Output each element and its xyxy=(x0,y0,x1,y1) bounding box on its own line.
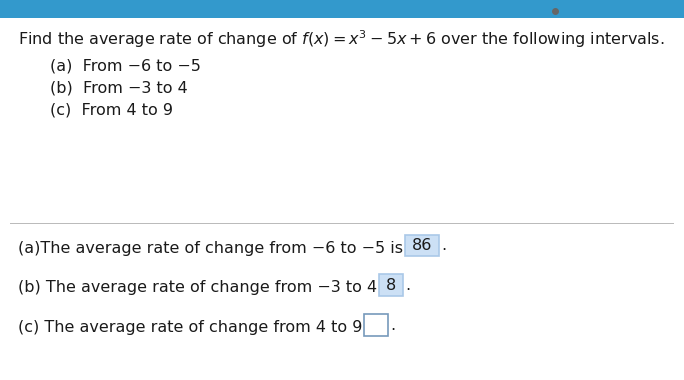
Text: (c)  From 4 to 9: (c) From 4 to 9 xyxy=(50,102,173,117)
FancyBboxPatch shape xyxy=(379,274,403,296)
Text: .: . xyxy=(390,318,395,333)
Text: 86: 86 xyxy=(412,238,432,253)
Text: (c) The average rate of change from 4 to 9 is: (c) The average rate of change from 4 to… xyxy=(18,320,380,335)
Text: (b)  From −3 to 4: (b) From −3 to 4 xyxy=(50,80,187,95)
Text: Find the average rate of change of $f(x) = x^3 - 5x + 6$ over the following inte: Find the average rate of change of $f(x)… xyxy=(18,28,665,50)
Text: (b) The average rate of change from −3 to 4 is: (b) The average rate of change from −3 t… xyxy=(18,280,395,295)
FancyBboxPatch shape xyxy=(405,234,439,256)
Text: (a)The average rate of change from −6 to −5 is: (a)The average rate of change from −6 to… xyxy=(18,241,403,255)
Text: (a)  From −6 to −5: (a) From −6 to −5 xyxy=(50,58,201,73)
FancyBboxPatch shape xyxy=(364,314,388,336)
Text: .: . xyxy=(405,278,410,293)
Text: .: . xyxy=(441,238,446,253)
Bar xyxy=(0,0,684,18)
Text: 8: 8 xyxy=(386,278,396,293)
